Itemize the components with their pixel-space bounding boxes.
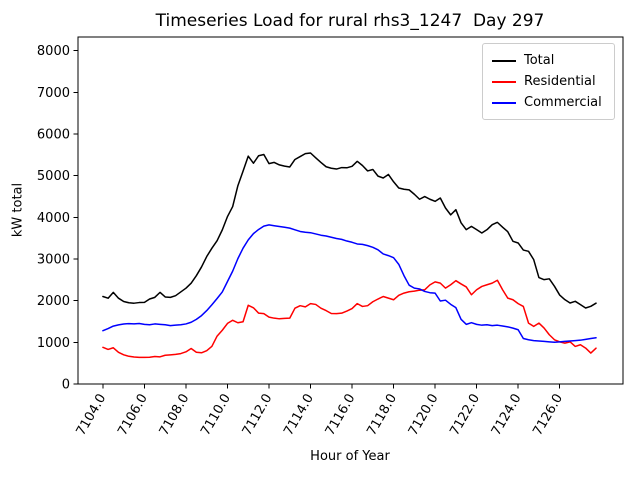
x-tick-label: 7124.0 <box>489 392 525 439</box>
legend-label-residential: Residential <box>524 74 596 89</box>
legend-item-commercial: Commercial <box>492 92 605 113</box>
chart-title: Timeseries Load for rural rhs3_1247 Day … <box>155 11 545 31</box>
x-tick-label: 7120.0 <box>406 392 442 439</box>
y-tick-label: 4000 <box>37 211 70 226</box>
y-axis-label: kW total <box>10 182 26 238</box>
legend-item-total: Total <box>492 50 605 71</box>
x-tick-label: 7118.0 <box>364 392 400 439</box>
legend: Total Residential Commercial <box>482 43 615 120</box>
legend-label-commercial: Commercial <box>524 95 602 110</box>
legend-item-residential: Residential <box>492 71 605 92</box>
y-tick-label: 8000 <box>37 44 70 59</box>
x-tick-label: 7114.0 <box>281 392 317 439</box>
y-tick-label: 1000 <box>37 336 70 351</box>
x-tick-label: 7108.0 <box>157 392 193 439</box>
x-tick-label: 7112.0 <box>240 392 276 439</box>
x-tick-label: 7126.0 <box>530 392 566 439</box>
legend-line-swatch-residential <box>492 80 516 83</box>
x-tick-label: 7122.0 <box>447 391 483 438</box>
x-tick-label: 7104.0 <box>74 392 110 439</box>
legend-line-swatch-total <box>492 59 516 62</box>
legend-line-swatch-commercial <box>492 101 516 104</box>
y-tick-label: 2000 <box>37 294 70 309</box>
y-tick-label: 7000 <box>37 86 70 101</box>
y-tick-label: 3000 <box>37 253 70 268</box>
x-tick-label: 7106.0 <box>115 392 151 439</box>
series-line-total <box>102 152 597 309</box>
plot-border <box>77 36 624 385</box>
x-tick-label: 7110.0 <box>198 392 234 439</box>
x-axis-label: Hour of Year <box>310 449 390 464</box>
series-line-residential <box>102 279 597 359</box>
y-tick-label: 6000 <box>37 128 70 143</box>
y-tick-label: 5000 <box>37 169 70 184</box>
x-tick-label: 7116.0 <box>323 392 359 439</box>
series-line-commercial <box>102 224 597 344</box>
y-tick-label: 0 <box>62 378 70 393</box>
legend-label-total: Total <box>524 53 555 68</box>
